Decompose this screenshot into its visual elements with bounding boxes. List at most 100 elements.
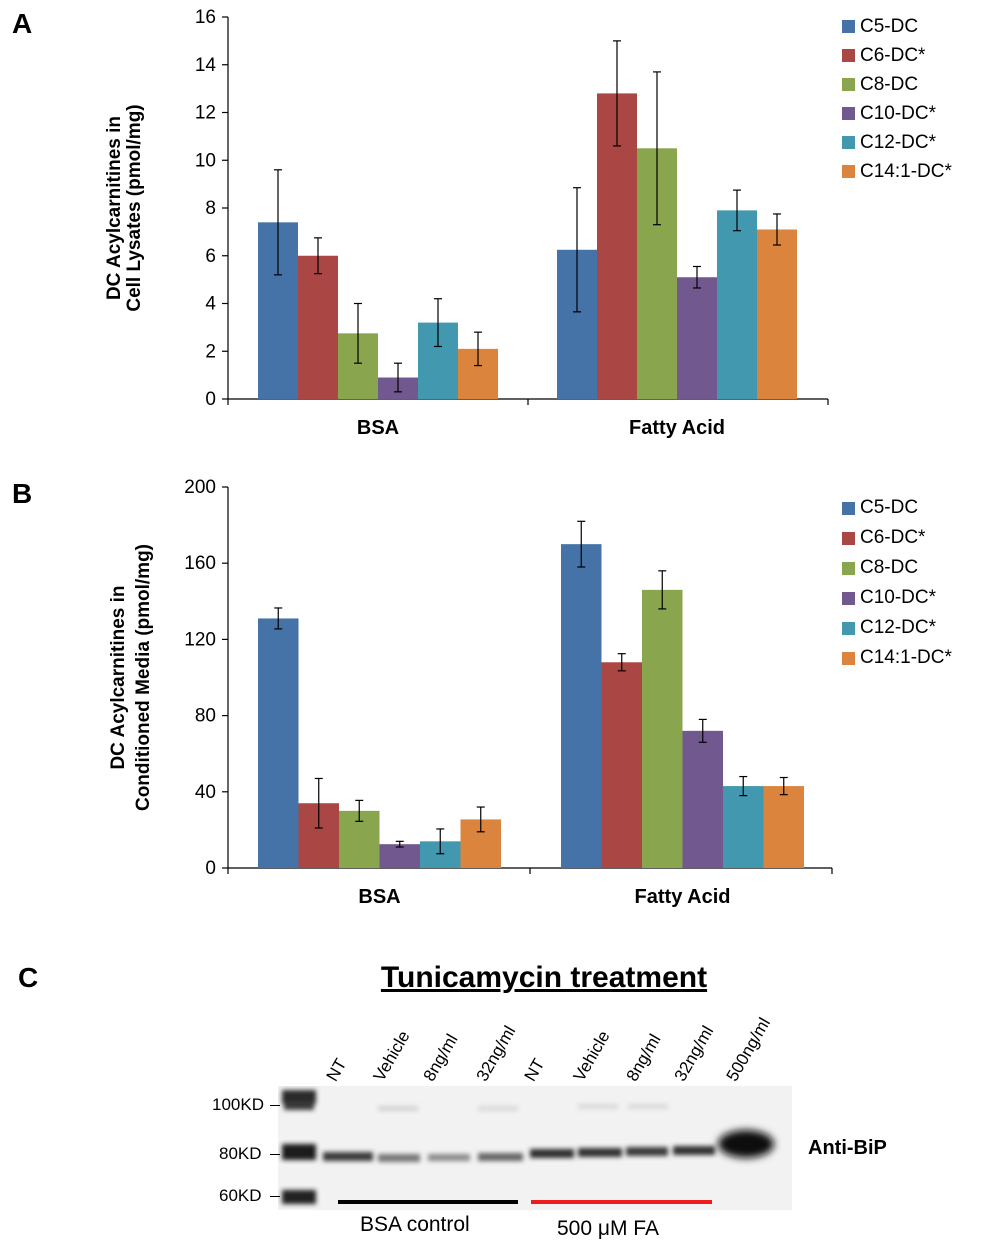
bar	[258, 618, 299, 868]
blot-title: Tunicamycin treatment	[380, 961, 708, 994]
category-label: Fatty Acid	[629, 417, 725, 439]
bar	[682, 730, 723, 868]
antibody-label: Anti-BiP	[808, 1137, 887, 1159]
y-axis-label: Cell Lysates (pmol/mg)	[124, 104, 145, 311]
lane-label: 500ng/ml	[722, 1014, 775, 1085]
lane-label: 8ng/ml	[419, 1030, 462, 1085]
group-label-fa: 500 μM FA	[557, 1217, 659, 1240]
ladder-band	[282, 1090, 316, 1204]
legend-label: C5-DC	[860, 497, 919, 518]
y-tick-label: 160	[184, 553, 216, 574]
legend-swatch	[842, 20, 855, 33]
y-tick-label: 200	[184, 477, 216, 498]
bar	[717, 210, 757, 399]
y-axis-label: Conditioned Media (pmol/mg)	[133, 544, 154, 811]
bip-band-500	[718, 1130, 774, 1158]
legend-item: C10-DC*	[842, 99, 952, 128]
y-tick-label: 10	[195, 150, 216, 171]
y-tick-label: 14	[195, 55, 217, 76]
bar	[677, 277, 717, 399]
panel-letter-b: B	[12, 478, 33, 509]
lane-label: Vehicle	[369, 1027, 414, 1085]
legend-swatch	[842, 107, 855, 120]
y-axis-label: DC Acylcarnitines in	[108, 585, 129, 769]
group-label-bsa: BSA control	[360, 1213, 470, 1236]
legend-item: C12-DC*	[842, 613, 952, 643]
legend-swatch	[842, 591, 855, 605]
bar	[642, 589, 683, 868]
lane-label: NT	[322, 1055, 351, 1085]
y-tick-label: 40	[195, 782, 216, 803]
bip-bands	[323, 1146, 715, 1162]
legend-swatch	[842, 651, 855, 665]
blot-image	[278, 1086, 792, 1210]
legend-item: C5-DC	[842, 493, 952, 523]
bar	[723, 786, 764, 868]
y-tick-label: 120	[184, 629, 216, 650]
marker-tick	[270, 1196, 280, 1197]
legend-swatch	[842, 165, 855, 178]
lane-label: 32ng/ml	[670, 1022, 718, 1085]
legend-swatch	[842, 136, 855, 149]
y-tick-label: 6	[205, 246, 216, 267]
marker-label-100: 100KD	[212, 1095, 264, 1114]
category-label: Fatty Acid	[635, 886, 731, 908]
bar	[763, 786, 804, 868]
bar	[298, 255, 338, 399]
legend-item: C14:1-DC*	[842, 157, 952, 186]
lane-label: 8ng/ml	[622, 1030, 665, 1085]
legend-swatch	[842, 501, 855, 515]
legend-item: C12-DC*	[842, 128, 952, 157]
legend-item: C8-DC	[842, 70, 952, 99]
y-tick-label: 8	[205, 198, 216, 219]
legend-a: C5-DC C6-DC* C8-DC C10-DC* C12-DC* C14:1…	[842, 12, 952, 186]
bar	[379, 844, 420, 868]
legend-label: C12-DC*	[860, 132, 937, 153]
y-axis-label: DC Acylcarnitines in	[104, 116, 125, 300]
legend-label: C10-DC*	[860, 587, 937, 608]
panel-letter-c: C	[18, 962, 39, 993]
legend-label: C8-DC	[860, 557, 919, 578]
category-label: BSA	[357, 417, 399, 439]
legend-label: C5-DC	[860, 16, 919, 37]
legend-b: C5-DC C6-DC* C8-DC C10-DC* C12-DC* C14:1…	[842, 493, 952, 673]
legend-label: C12-DC*	[860, 617, 937, 638]
legend-swatch	[842, 49, 855, 62]
legend-label: C6-DC*	[860, 527, 926, 548]
marker-tick	[270, 1105, 280, 1106]
marker-label-60: 60KD	[219, 1186, 262, 1205]
legend-swatch	[842, 621, 855, 635]
lane-label: NT	[520, 1055, 549, 1085]
y-tick-label: 0	[205, 858, 216, 879]
legend-label: C6-DC*	[860, 45, 926, 66]
y-tick-label: 80	[195, 706, 216, 727]
legend-label: C14:1-DC*	[860, 161, 952, 182]
marker-label-80: 80KD	[219, 1144, 262, 1163]
legend-label: C14:1-DC*	[860, 647, 952, 668]
legend-item: C10-DC*	[842, 583, 952, 613]
legend-item: C8-DC	[842, 553, 952, 583]
legend-item: C5-DC	[842, 12, 952, 41]
legend-item: C6-DC*	[842, 523, 952, 553]
legend-item: C6-DC*	[842, 41, 952, 70]
legend-item: C14:1-DC*	[842, 643, 952, 673]
bar	[601, 662, 642, 868]
legend-swatch	[842, 531, 855, 545]
marker-tick	[270, 1154, 280, 1155]
bar	[561, 544, 602, 868]
faint-bands	[378, 1104, 668, 1111]
y-tick-label: 0	[205, 389, 216, 410]
bar	[757, 229, 797, 399]
legend-swatch	[842, 78, 855, 91]
legend-label: C8-DC	[860, 74, 919, 95]
y-tick-label: 4	[205, 294, 216, 315]
legend-swatch	[842, 561, 855, 575]
legend-label: C10-DC*	[860, 103, 937, 124]
lane-label: 32ng/ml	[472, 1022, 520, 1085]
y-tick-label: 2	[205, 341, 216, 362]
category-label: BSA	[358, 886, 400, 908]
lane-label: Vehicle	[569, 1027, 614, 1085]
y-tick-label: 12	[195, 103, 216, 124]
panel-letter-a: A	[12, 8, 33, 39]
